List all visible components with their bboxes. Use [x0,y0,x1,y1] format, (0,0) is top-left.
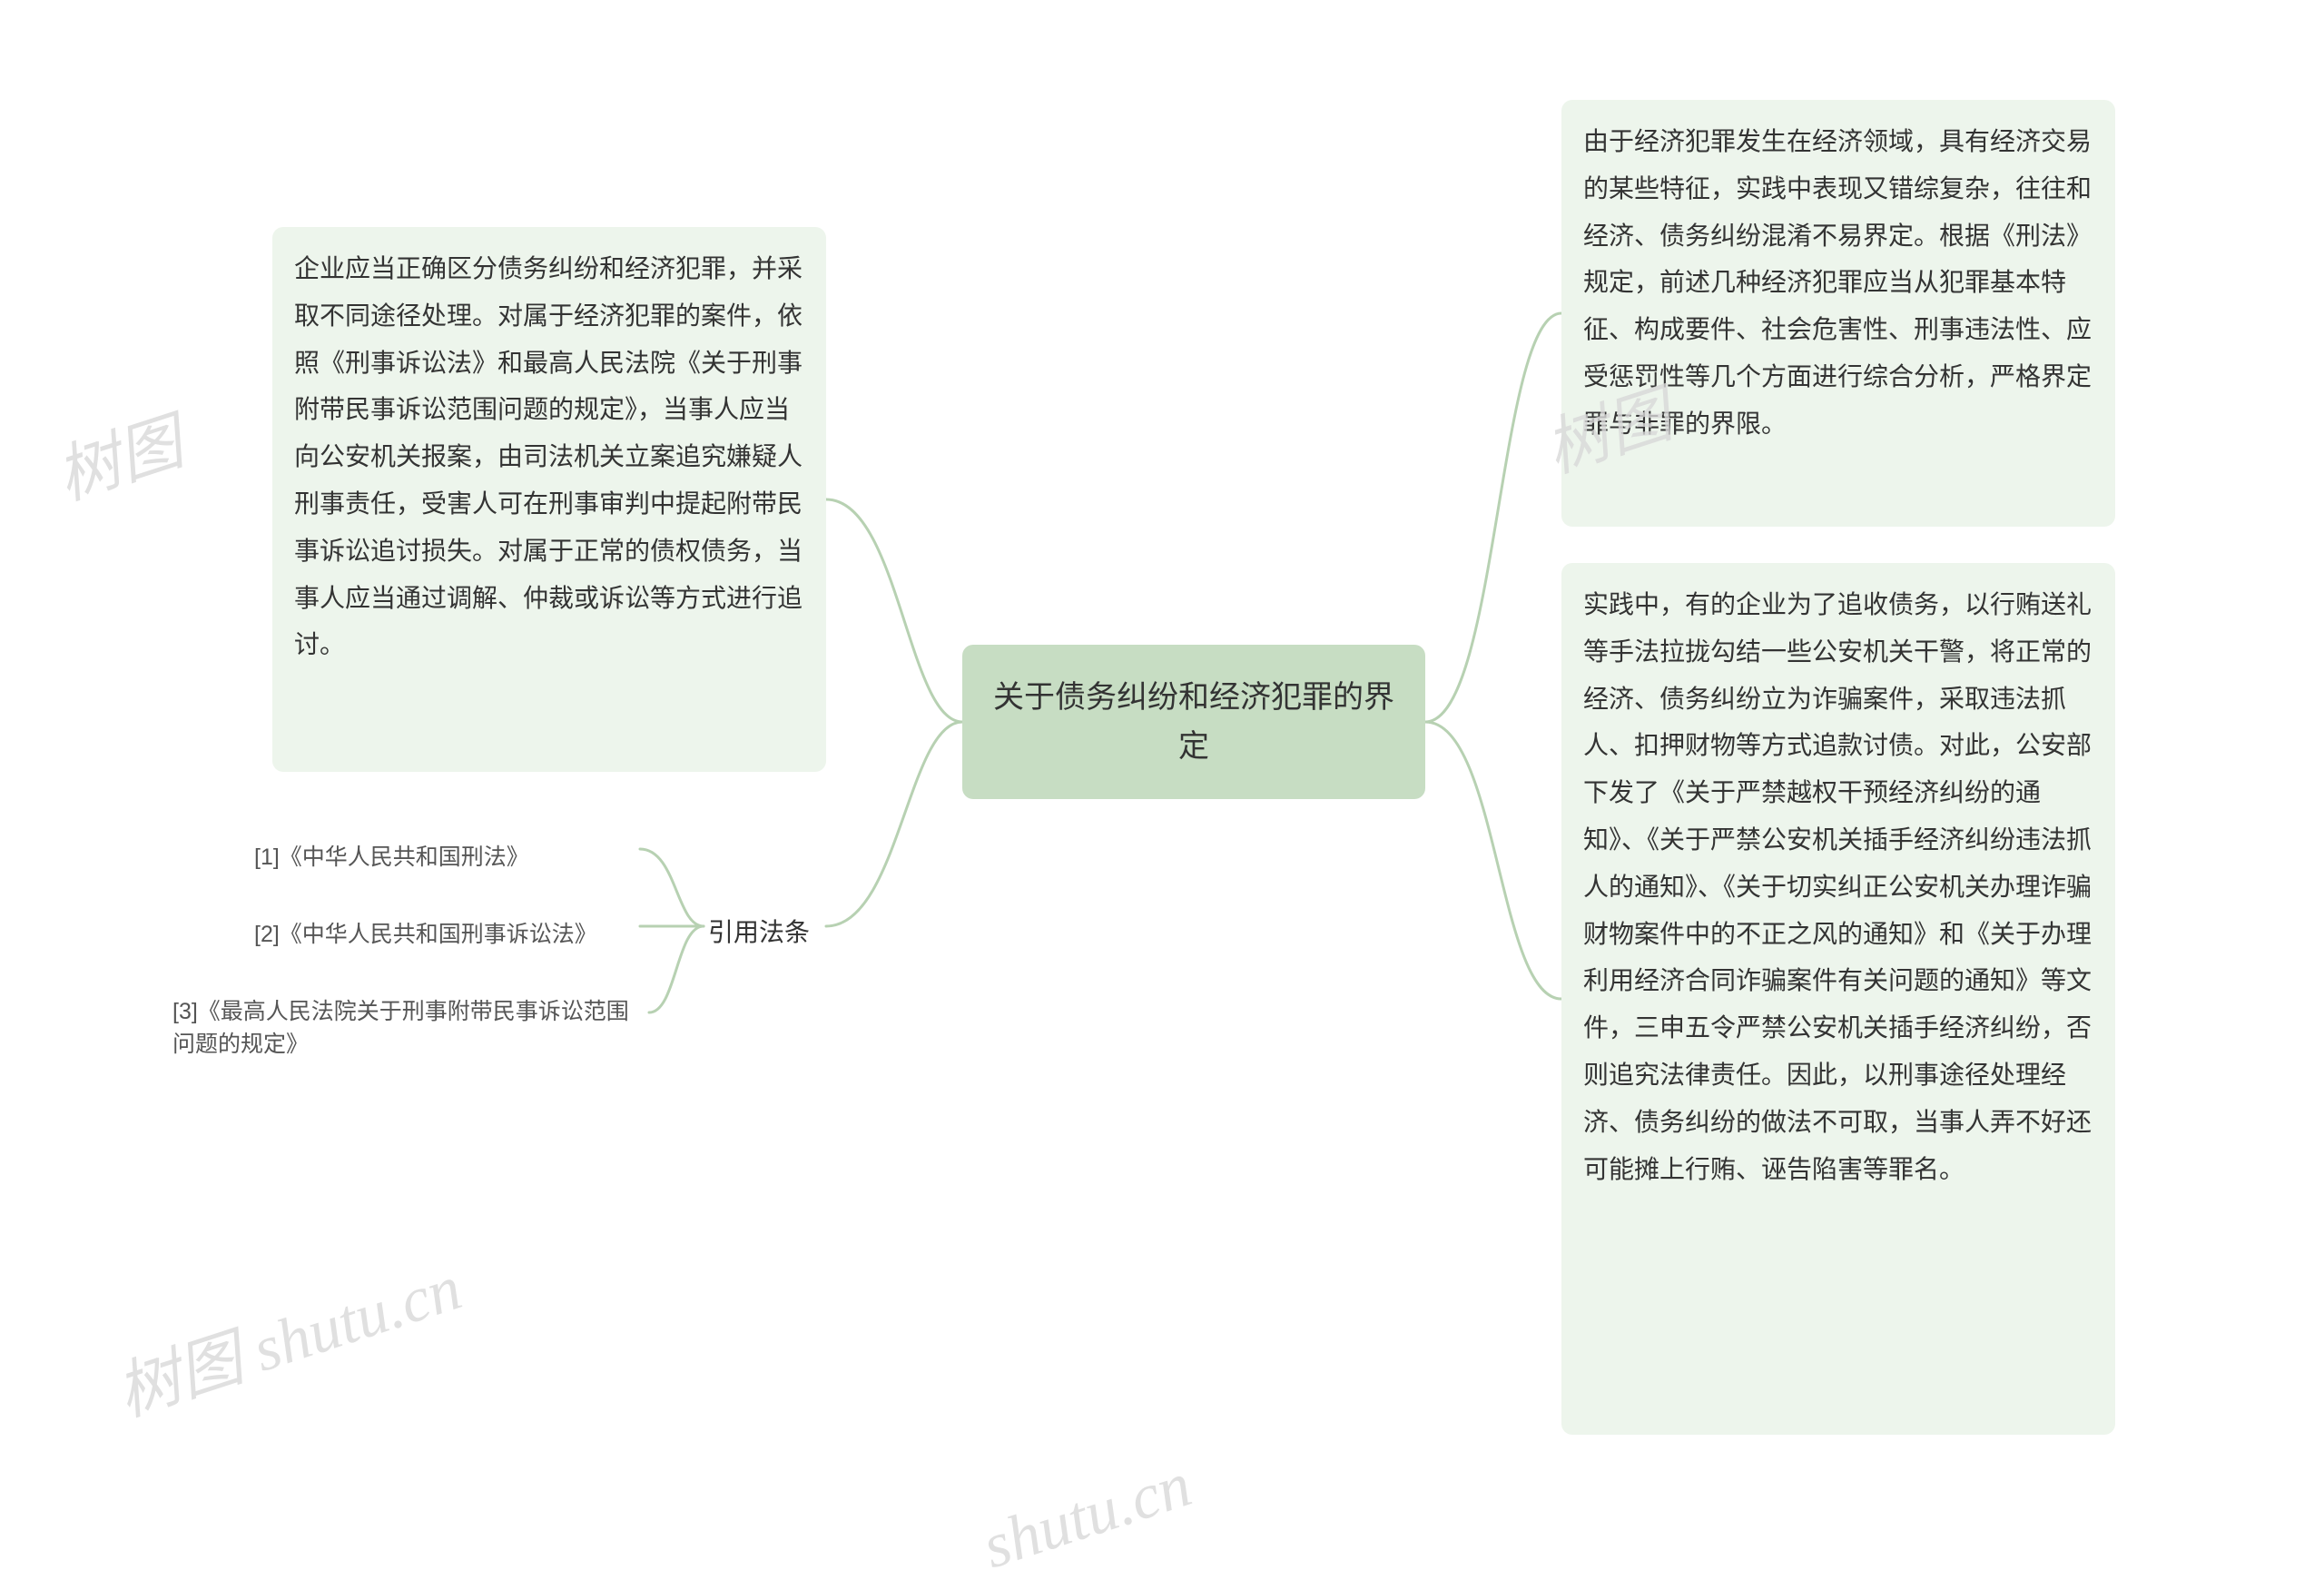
sub-label-citations: 引用法条 [708,913,810,949]
right-upper-node: 由于经济犯罪发生在经济领域，具有经济交易的某些特征，实践中表现又错综复杂，往往和… [1561,100,2115,527]
center-node: 关于债务纠纷和经济犯罪的界定 [962,645,1425,799]
watermark-4: 树图 [44,391,192,518]
sub-label-text: 引用法条 [708,918,810,946]
leaf-2: [2]《中华人民共和国刑事诉讼法》 [254,913,635,953]
left-main-node: 企业应当正确区分债务纠纷和经济犯罪，并采取不同途径处理。对属于经济犯罪的案件，依… [272,227,826,772]
leaf-2-text: [2]《中华人民共和国刑事诉讼法》 [254,922,597,947]
right-lower-text: 实践中，有的企业为了追收债务，以行贿送礼等手法拉拢勾结一些公安机关干警，将正常的… [1583,590,2092,1183]
leaf-1-text: [1]《中华人民共和国刑法》 [254,844,529,870]
leaf-3-text: [3]《最高人民法院关于刑事附带民事诉讼范围问题的规定》 [172,999,629,1057]
right-upper-text: 由于经济犯罪发生在经济领域，具有经济交易的某些特征，实践中表现又错综复杂，往往和… [1583,127,2092,438]
watermark-2: shutu.cn [974,1449,1199,1585]
left-main-text: 企业应当正确区分债务纠纷和经济犯罪，并采取不同途径处理。对属于经济犯罪的案件，依… [294,254,803,658]
watermark-1: 树图 shutu.cn [103,1237,471,1434]
leaf-1: [1]《中华人民共和国刑法》 [254,835,635,875]
right-lower-node: 实践中，有的企业为了追收债务，以行贿送礼等手法拉拢勾结一些公安机关干警，将正常的… [1561,563,2115,1435]
leaf-3: [3]《最高人民法院关于刑事附带民事诉讼范围问题的规定》 [172,990,645,1062]
center-text: 关于债务纠纷和经济犯罪的界定 [984,673,1403,772]
